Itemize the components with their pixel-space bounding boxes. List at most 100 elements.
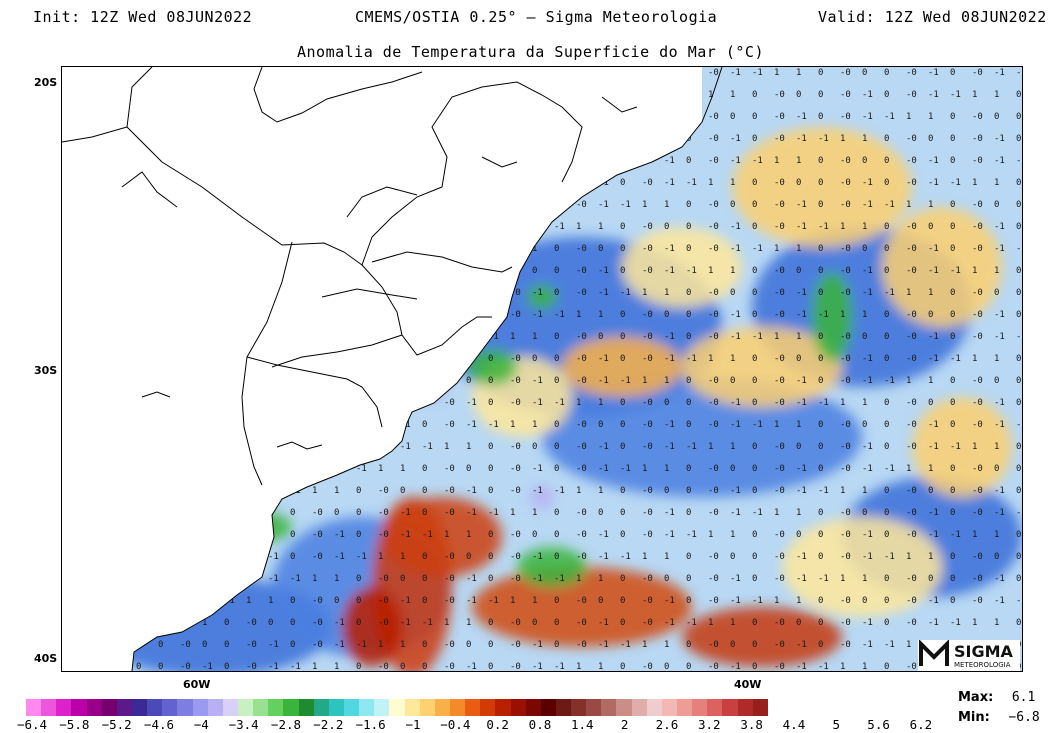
anomaly-grid-digit: -1	[796, 112, 807, 122]
anomaly-grid-digit: -1	[400, 508, 411, 518]
anomaly-grid-digit: 0	[356, 574, 361, 584]
anomaly-grid-digit: 0	[422, 552, 427, 562]
anomaly-grid-digit: -1	[730, 222, 741, 232]
anomaly-grid-digit: 0	[796, 530, 801, 540]
anomaly-grid-digit: 1	[664, 640, 669, 650]
anomaly-grid-digit: 0	[202, 640, 207, 650]
anomaly-grid-digit: 0	[752, 640, 757, 650]
anomaly-grid-digit: 0	[356, 662, 361, 671]
anomaly-grid-digit: -0	[906, 178, 917, 188]
anomaly-grid-digit: -0	[510, 486, 521, 496]
anomaly-grid-digit: -1	[686, 354, 697, 364]
anomaly-grid-digit: 0	[950, 398, 955, 408]
anomaly-grid-digit: -1	[730, 68, 741, 78]
anomaly-grid-digit: 0	[884, 266, 889, 276]
anomaly-grid-digit: -0	[906, 354, 917, 364]
colorbar-swatch	[86, 699, 102, 716]
anomaly-grid-digit: 1	[730, 530, 735, 540]
anomaly-grid-digit: -1	[928, 156, 939, 166]
anomaly-grid-digit: 0	[818, 530, 823, 540]
anomaly-grid-digit: -1	[928, 244, 939, 254]
anomaly-grid-digit: 1	[532, 332, 537, 342]
anomaly-grid-digit: -0	[444, 574, 455, 584]
anomaly-grid-digit: 0	[400, 486, 405, 496]
anomaly-grid-digit: 0	[1016, 288, 1021, 298]
anomaly-grid-digit: 0	[686, 508, 691, 518]
anomaly-grid-digit: -1	[730, 134, 741, 144]
anomaly-grid-digit: -0	[444, 508, 455, 518]
anomaly-grid-digit: 0	[862, 596, 867, 606]
anomaly-grid-digit: 0	[554, 332, 559, 342]
map-panel[interactable]: 0 0 -0 -1 0 -0 -1 -1 1 1 0 -0 0 0 -0 -1 0 -0 -1 -1 1 1 0 -0 0 0 -0…	[61, 66, 1023, 672]
anomaly-grid-digit: 0	[334, 596, 339, 606]
anomaly-grid-digit: 0	[796, 618, 801, 628]
anomaly-grid-digit: -0	[642, 332, 653, 342]
anomaly-grid-digit: -1	[664, 244, 675, 254]
anomaly-grid-digit: 0	[950, 332, 955, 342]
anomaly-grid-digit: 1	[994, 618, 999, 628]
anomaly-grid-digit: 0	[686, 420, 691, 430]
anomaly-grid-digit: 1	[840, 310, 845, 320]
anomaly-grid-digit: -0	[444, 662, 455, 671]
anomaly-grid-digit: 0	[752, 354, 757, 364]
anomaly-grid-digit: 0	[752, 574, 757, 584]
anomaly-grid-digit: 1	[906, 288, 911, 298]
anomaly-grid-digit: -0	[972, 552, 983, 562]
anomaly-grid-digit: -1	[268, 640, 279, 650]
colorbar-swatch	[283, 699, 299, 716]
anomaly-grid-digit: -0	[642, 244, 653, 254]
anomaly-grid-digit: -1	[994, 68, 1005, 78]
anomaly-grid-digit: -1	[994, 244, 1005, 254]
anomaly-grid-digit: 0	[422, 464, 427, 474]
anomaly-grid-digit: -1	[598, 640, 609, 650]
anomaly-grid-digit: -0	[312, 618, 323, 628]
colorbar-swatch	[737, 699, 753, 716]
anomaly-grid-digit: -0	[576, 640, 587, 650]
anomaly-grid-digit: 0	[752, 90, 757, 100]
colorbar-swatch	[601, 699, 617, 716]
anomaly-grid-digit: -1	[928, 442, 939, 452]
anomaly-grid-digit: -0	[642, 266, 653, 276]
anomaly-grid-digit: 0	[598, 508, 603, 518]
anomaly-grid-digit: 0	[818, 288, 823, 298]
anomaly-grid-digit: -1	[554, 662, 565, 671]
anomaly-grid-digit: 1	[906, 112, 911, 122]
anomaly-grid-digit: 1	[994, 530, 999, 540]
anomaly-grid-digit: -1	[818, 486, 829, 496]
anomaly-grid-digit: -1	[290, 662, 301, 671]
anomaly-grid-digit: 1	[444, 618, 449, 628]
anomaly-grid-digit: 1	[796, 156, 801, 166]
anomaly-grid-digit: 0	[884, 398, 889, 408]
anomaly-grid-digit: -1	[334, 640, 345, 650]
anomaly-grid-digit: 0	[664, 222, 669, 232]
anomaly-grid-digit: 1	[840, 662, 845, 671]
anomaly-grid-digit: -1	[532, 398, 543, 408]
anomaly-grid-digit: 1	[510, 420, 515, 430]
anomaly-grid-digit: -0	[906, 90, 917, 100]
anomaly-grid-digit: 0	[488, 574, 493, 584]
colorbar-swatch	[571, 699, 587, 716]
anomaly-grid-digit: -0	[510, 354, 521, 364]
anomaly-grid-digit: -1	[994, 134, 1005, 144]
anomaly-grid-digit: -1	[1016, 596, 1022, 606]
anomaly-grid-digit: 0	[950, 244, 955, 254]
anomaly-grid-digit: 1	[928, 288, 933, 298]
colorbar-swatch	[510, 699, 526, 716]
anomaly-grid-digit: -0	[312, 508, 323, 518]
anomaly-grid-digit: 0	[686, 244, 691, 254]
anomaly-grid-digit: -0	[774, 486, 785, 496]
anomaly-grid-digit: -0	[906, 662, 917, 671]
anomaly-grid-digit: 0	[686, 156, 691, 166]
anomaly-grid-digit: 0	[884, 618, 889, 628]
anomaly-grid-digit: -1	[818, 398, 829, 408]
anomaly-grid-digit: 0	[422, 662, 427, 671]
anomaly-grid-digit: 1	[906, 640, 911, 650]
anomaly-grid-digit: 0	[686, 662, 691, 671]
anomaly-grid-digit: -0	[708, 244, 719, 254]
anomaly-grid-digit: -0	[774, 354, 785, 364]
anomaly-grid-digit: -0	[972, 200, 983, 210]
anomaly-grid-digit: -1	[796, 640, 807, 650]
anomaly-grid-digit: -0	[840, 288, 851, 298]
anomaly-blob	[882, 207, 1002, 327]
anomaly-grid-digit: -0	[774, 574, 785, 584]
